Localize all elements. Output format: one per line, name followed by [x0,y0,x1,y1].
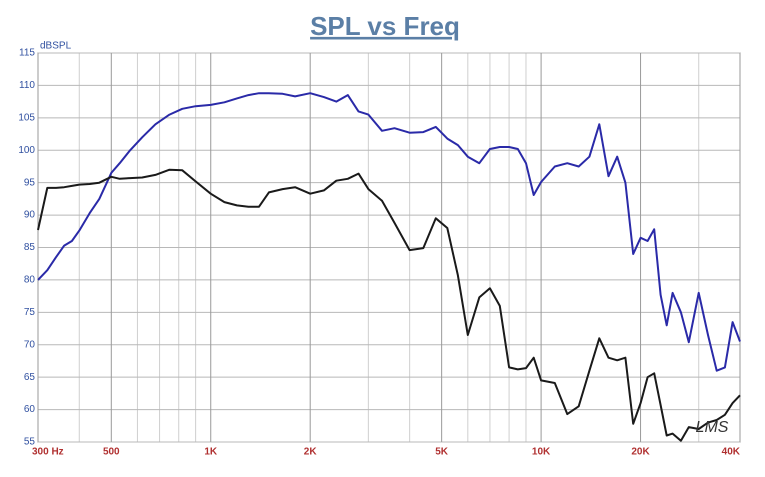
x-tick-label: 1K [204,447,218,458]
x-tick-label: 5K [435,447,449,458]
x-tick-label: 300 Hz [32,447,64,458]
y-tick-label: 60 [24,404,36,415]
x-tick-label: 10K [532,447,551,458]
y-tick-label: 75 [24,307,36,318]
y-tick-label: 115 [19,48,35,59]
x-tick-label: 500 [103,447,120,458]
x-tick-label: 2K [304,447,318,458]
y-tick-label: 80 [24,275,36,286]
chart-title: SPL vs Freq [310,11,460,41]
x-tick-label: 20K [631,447,650,458]
y-tick-label: 70 [24,339,36,350]
y-tick-label: 65 [24,372,36,383]
series-line [37,168,741,442]
series-line [37,92,741,372]
y-tick-label: 110 [19,80,35,91]
y-tick-label: 55 [24,437,36,448]
y-tick-label: 85 [24,242,36,253]
x-tick-label: 40K [722,447,741,458]
watermark: LMS [696,419,729,436]
y-tick-label: 95 [24,177,36,188]
y-tick-label: 100 [18,145,35,156]
y-axis-label: dBSPL [40,41,72,52]
y-tick-label: 105 [18,112,35,123]
y-tick-label: 90 [24,210,36,221]
